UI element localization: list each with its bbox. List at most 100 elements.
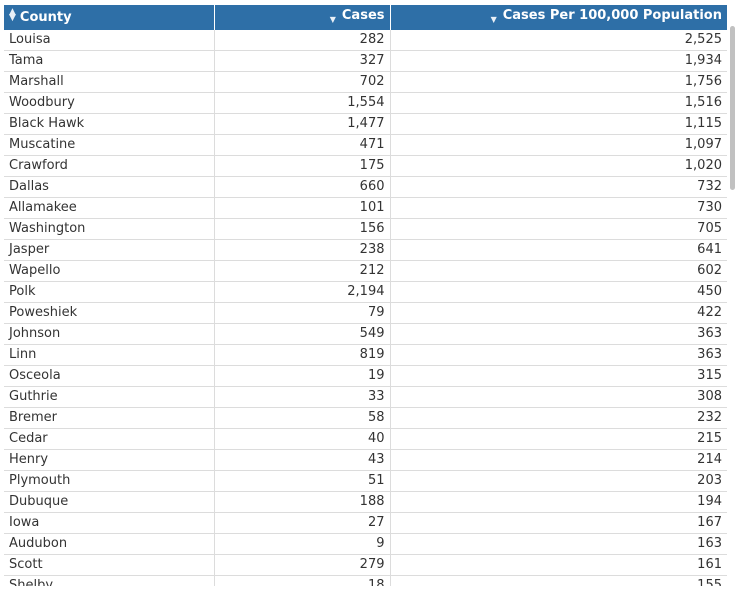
- per100k-cell: 1,756: [390, 71, 727, 93]
- table-row[interactable]: Crawford 175 1,020: [4, 155, 727, 177]
- cases-cell: 27: [214, 512, 391, 534]
- county-cell: Marshall: [4, 71, 215, 93]
- county-cell: Guthrie: [4, 386, 215, 408]
- county-column-header[interactable]: ▲ ▼ County: [4, 5, 215, 30]
- table-row[interactable]: Washington 156 705: [4, 218, 727, 240]
- per100k-cell: 363: [390, 323, 727, 345]
- vertical-scrollbar[interactable]: [730, 26, 735, 190]
- per100k-header-label: Cases Per 100,000 Population: [502, 8, 722, 23]
- per100k-cell: 155: [390, 575, 727, 586]
- table-row[interactable]: Poweshiek 79 422: [4, 302, 727, 324]
- cases-cell: 279: [214, 554, 391, 576]
- county-cases-table-container: ▲ ▼ County ▼ Cases ▼ Cases Per 100,000 Popul…: [4, 5, 728, 586]
- cases-cell: 238: [214, 239, 391, 261]
- county-cell: Black Hawk: [4, 113, 215, 135]
- per100k-cell: 602: [390, 260, 727, 282]
- per100k-cell: 1,020: [390, 155, 727, 177]
- cases-cell: 2,194: [214, 281, 391, 303]
- table-row[interactable]: Marshall 702 1,756: [4, 71, 727, 93]
- sort-down-icon[interactable]: ▼: [329, 15, 336, 24]
- table-row[interactable]: Scott 279 161: [4, 554, 727, 576]
- cases-header-label: Cases: [341, 8, 385, 23]
- county-cell: Allamakee: [4, 197, 215, 219]
- table-row[interactable]: Guthrie 33 308: [4, 386, 727, 408]
- table-row[interactable]: Allamakee 101 730: [4, 197, 727, 219]
- table-row[interactable]: Woodbury 1,554 1,516: [4, 92, 727, 114]
- county-cell: Henry: [4, 449, 215, 471]
- cases-cell: 58: [214, 407, 391, 429]
- per100k-cell: 232: [390, 407, 727, 429]
- cases-cell: 175: [214, 155, 391, 177]
- county-cases-table: ▲ ▼ County ▼ Cases ▼ Cases Per 100,000 Popul…: [4, 5, 727, 586]
- cases-cell: 101: [214, 197, 391, 219]
- table-row[interactable]: Henry 43 214: [4, 449, 727, 471]
- county-cell: Audubon: [4, 533, 215, 555]
- county-cell: Scott: [4, 554, 215, 576]
- per100k-cell: 1,934: [390, 50, 727, 72]
- county-cell: Crawford: [4, 155, 215, 177]
- table-row[interactable]: Johnson 549 363: [4, 323, 727, 345]
- county-cell: Johnson: [4, 323, 215, 345]
- cases-cell: 188: [214, 491, 391, 513]
- county-cell: Osceola: [4, 365, 215, 387]
- table-row[interactable]: Dallas 660 732: [4, 176, 727, 198]
- per100k-cell: 450: [390, 281, 727, 303]
- per100k-cell: 194: [390, 491, 727, 513]
- per100k-cell: 641: [390, 239, 727, 261]
- county-cell: Woodbury: [4, 92, 215, 114]
- per100k-cell: 214: [390, 449, 727, 471]
- cases-cell: 18: [214, 575, 391, 586]
- table-row[interactable]: Iowa 27 167: [4, 512, 727, 534]
- per100k-cell: 167: [390, 512, 727, 534]
- table-row[interactable]: Audubon 9 163: [4, 533, 727, 555]
- table-row[interactable]: Wapello 212 602: [4, 260, 727, 282]
- county-cell: Iowa: [4, 512, 215, 534]
- cases-cell: 9: [214, 533, 391, 555]
- table-row[interactable]: Louisa 282 2,525: [4, 30, 727, 51]
- county-cell: Louisa: [4, 30, 215, 51]
- county-cell: Shelby: [4, 575, 215, 586]
- table-row[interactable]: Cedar 40 215: [4, 428, 727, 450]
- cases-cell: 1,554: [214, 92, 391, 114]
- per100k-cell: 315: [390, 365, 727, 387]
- per100k-cell: 163: [390, 533, 727, 555]
- cases-column-header[interactable]: ▼ Cases: [214, 5, 391, 30]
- per100k-cell: 732: [390, 176, 727, 198]
- per100k-column-header[interactable]: ▼ Cases Per 100,000 Population: [390, 5, 727, 30]
- table-row[interactable]: Shelby 18 155: [4, 575, 727, 586]
- table-row[interactable]: Bremer 58 232: [4, 407, 727, 429]
- cases-cell: 1,477: [214, 113, 391, 135]
- table-row[interactable]: Jasper 238 641: [4, 239, 727, 261]
- cases-cell: 43: [214, 449, 391, 471]
- cases-cell: 51: [214, 470, 391, 492]
- cases-cell: 79: [214, 302, 391, 324]
- cases-cell: 327: [214, 50, 391, 72]
- cases-cell: 819: [214, 344, 391, 366]
- table-row[interactable]: Black Hawk 1,477 1,115: [4, 113, 727, 135]
- per100k-cell: 161: [390, 554, 727, 576]
- table-header-row: ▲ ▼ County ▼ Cases ▼ Cases Per 100,000 Popul…: [4, 5, 727, 30]
- per100k-cell: 1,516: [390, 92, 727, 114]
- table-row[interactable]: Dubuque 188 194: [4, 491, 727, 513]
- county-cell: Jasper: [4, 239, 215, 261]
- cases-cell: 33: [214, 386, 391, 408]
- county-cell: Tama: [4, 50, 215, 72]
- per100k-cell: 363: [390, 344, 727, 366]
- county-cell: Poweshiek: [4, 302, 215, 324]
- sort-updown-icon[interactable]: ▲ ▼: [9, 7, 16, 23]
- county-cell: Dubuque: [4, 491, 215, 513]
- table-row[interactable]: Plymouth 51 203: [4, 470, 727, 492]
- sort-down-icon[interactable]: ▼: [490, 15, 497, 24]
- table-row[interactable]: Tama 327 1,934: [4, 50, 727, 72]
- table-row[interactable]: Muscatine 471 1,097: [4, 134, 727, 156]
- per100k-cell: 422: [390, 302, 727, 324]
- per100k-cell: 215: [390, 428, 727, 450]
- table-row[interactable]: Linn 819 363: [4, 344, 727, 366]
- table-row[interactable]: Polk 2,194 450: [4, 281, 727, 303]
- county-cell: Plymouth: [4, 470, 215, 492]
- table-row[interactable]: Osceola 19 315: [4, 365, 727, 387]
- county-cell: Bremer: [4, 407, 215, 429]
- cases-cell: 549: [214, 323, 391, 345]
- cases-cell: 19: [214, 365, 391, 387]
- per100k-cell: 1,115: [390, 113, 727, 135]
